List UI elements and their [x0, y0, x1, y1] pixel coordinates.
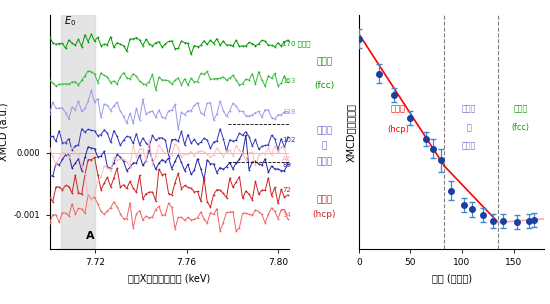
X-axis label: 圧力 (万気圧): 圧力 (万気圧) [432, 273, 472, 283]
Text: 高圧相: 高圧相 [514, 104, 528, 113]
Text: 170 万気圧: 170 万気圧 [282, 40, 311, 47]
Text: 高圧相: 高圧相 [462, 142, 476, 151]
Text: AP: AP [282, 156, 292, 162]
Text: $E_0$: $E_0$ [64, 15, 76, 28]
Text: 72: 72 [282, 187, 292, 193]
Text: (hcp): (hcp) [387, 125, 409, 134]
X-axis label: 入射X線エネルギー (keV): 入射X線エネルギー (keV) [128, 273, 211, 283]
Y-axis label: XMCD (a.u.): XMCD (a.u.) [0, 103, 8, 161]
Y-axis label: XMCDの積分強度: XMCDの積分強度 [346, 103, 356, 162]
Text: (hcp): (hcp) [312, 210, 336, 219]
Text: 低圧相: 低圧相 [390, 104, 405, 113]
Text: 高圧相: 高圧相 [316, 157, 332, 166]
Text: 低圧相: 低圧相 [462, 104, 476, 113]
Text: 153: 153 [282, 78, 296, 84]
Text: ＋: ＋ [321, 142, 327, 151]
Text: (fcc): (fcc) [314, 81, 334, 90]
Text: 高圧相: 高圧相 [316, 57, 332, 67]
Text: 102: 102 [282, 137, 296, 143]
Text: ＋: ＋ [467, 123, 471, 132]
Text: A: A [86, 231, 95, 241]
Text: 低圧相: 低圧相 [316, 195, 332, 204]
Text: 34: 34 [282, 212, 292, 218]
Text: 128: 128 [282, 109, 296, 115]
Text: 89: 89 [282, 162, 292, 168]
Text: (fcc): (fcc) [512, 123, 530, 132]
Text: 低圧相: 低圧相 [316, 126, 332, 135]
Bar [61, 15, 95, 249]
